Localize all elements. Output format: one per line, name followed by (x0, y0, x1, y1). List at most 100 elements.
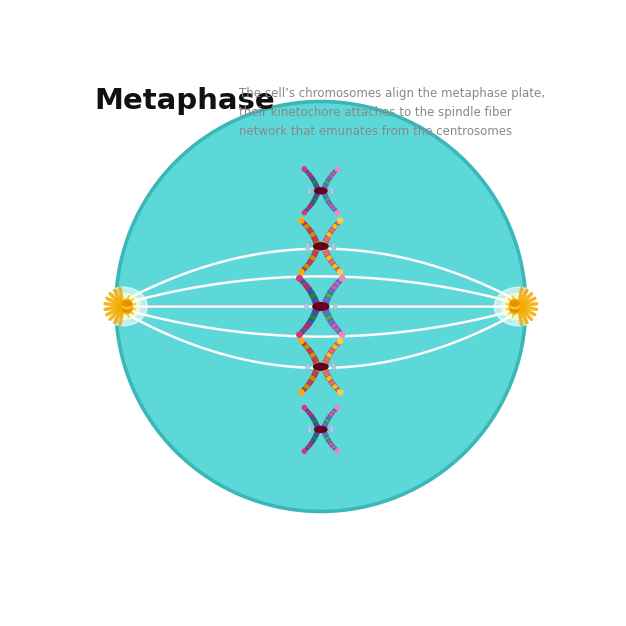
Ellipse shape (510, 307, 519, 312)
Polygon shape (331, 284, 338, 291)
Ellipse shape (314, 243, 328, 250)
Ellipse shape (495, 287, 543, 326)
Ellipse shape (337, 339, 342, 344)
Polygon shape (312, 180, 317, 185)
Polygon shape (305, 444, 311, 449)
Polygon shape (333, 280, 341, 287)
Polygon shape (337, 330, 344, 336)
Ellipse shape (339, 275, 345, 281)
Polygon shape (314, 365, 321, 373)
Polygon shape (324, 418, 330, 424)
Polygon shape (311, 309, 319, 317)
Ellipse shape (313, 303, 329, 310)
Ellipse shape (337, 269, 342, 274)
Polygon shape (300, 387, 307, 394)
FancyBboxPatch shape (332, 243, 336, 250)
Polygon shape (312, 370, 319, 377)
Polygon shape (315, 189, 321, 196)
Polygon shape (328, 259, 336, 265)
Polygon shape (297, 330, 305, 336)
Ellipse shape (339, 332, 345, 337)
Polygon shape (328, 173, 334, 178)
Polygon shape (312, 197, 317, 202)
FancyBboxPatch shape (306, 243, 310, 250)
Ellipse shape (99, 287, 147, 326)
Polygon shape (314, 431, 319, 438)
Polygon shape (328, 441, 334, 447)
Polygon shape (322, 183, 328, 188)
Polygon shape (300, 219, 307, 225)
FancyBboxPatch shape (308, 426, 312, 433)
Ellipse shape (299, 269, 304, 274)
Polygon shape (314, 193, 319, 199)
Polygon shape (335, 387, 342, 394)
Polygon shape (323, 356, 330, 364)
Ellipse shape (315, 426, 327, 433)
Ellipse shape (121, 299, 132, 314)
Polygon shape (322, 193, 328, 199)
FancyBboxPatch shape (330, 426, 334, 433)
Polygon shape (303, 209, 309, 213)
Polygon shape (307, 203, 314, 208)
Polygon shape (309, 254, 316, 262)
Polygon shape (310, 415, 316, 421)
Polygon shape (328, 227, 336, 234)
Ellipse shape (123, 301, 131, 306)
Polygon shape (331, 383, 339, 390)
Polygon shape (326, 177, 332, 182)
Ellipse shape (315, 188, 327, 193)
Polygon shape (331, 263, 339, 269)
Ellipse shape (115, 100, 527, 513)
Polygon shape (324, 197, 330, 202)
Polygon shape (305, 206, 311, 211)
Polygon shape (326, 374, 332, 382)
Polygon shape (333, 448, 339, 452)
Polygon shape (325, 292, 332, 299)
Polygon shape (314, 245, 321, 253)
Polygon shape (322, 421, 328, 428)
Polygon shape (321, 186, 327, 192)
Ellipse shape (302, 449, 307, 453)
Ellipse shape (302, 406, 307, 410)
Polygon shape (309, 374, 316, 382)
Polygon shape (323, 235, 330, 243)
Polygon shape (309, 314, 317, 321)
Polygon shape (305, 171, 311, 176)
Polygon shape (313, 305, 321, 313)
Polygon shape (304, 322, 311, 329)
Polygon shape (315, 186, 321, 192)
Polygon shape (300, 280, 309, 287)
Polygon shape (325, 314, 332, 321)
Polygon shape (315, 424, 321, 431)
Polygon shape (335, 219, 342, 225)
Polygon shape (307, 318, 314, 326)
Polygon shape (333, 168, 339, 173)
Polygon shape (310, 200, 316, 205)
Ellipse shape (302, 167, 307, 171)
Ellipse shape (335, 210, 339, 215)
Polygon shape (323, 296, 331, 304)
Polygon shape (321, 428, 327, 434)
Polygon shape (300, 267, 307, 273)
Polygon shape (321, 365, 328, 373)
Polygon shape (333, 407, 339, 411)
Ellipse shape (299, 390, 304, 395)
FancyBboxPatch shape (305, 303, 309, 310)
Polygon shape (328, 412, 334, 418)
Polygon shape (321, 300, 329, 309)
Ellipse shape (510, 304, 519, 309)
Polygon shape (312, 235, 319, 243)
Ellipse shape (335, 167, 339, 171)
Polygon shape (321, 361, 328, 369)
Polygon shape (304, 284, 311, 291)
Polygon shape (331, 171, 336, 176)
Polygon shape (331, 344, 339, 350)
FancyBboxPatch shape (308, 187, 312, 194)
Polygon shape (327, 318, 335, 326)
Ellipse shape (501, 293, 535, 320)
Polygon shape (323, 370, 330, 377)
Ellipse shape (123, 304, 131, 309)
Ellipse shape (297, 332, 302, 337)
Polygon shape (324, 435, 330, 441)
Polygon shape (326, 415, 332, 421)
